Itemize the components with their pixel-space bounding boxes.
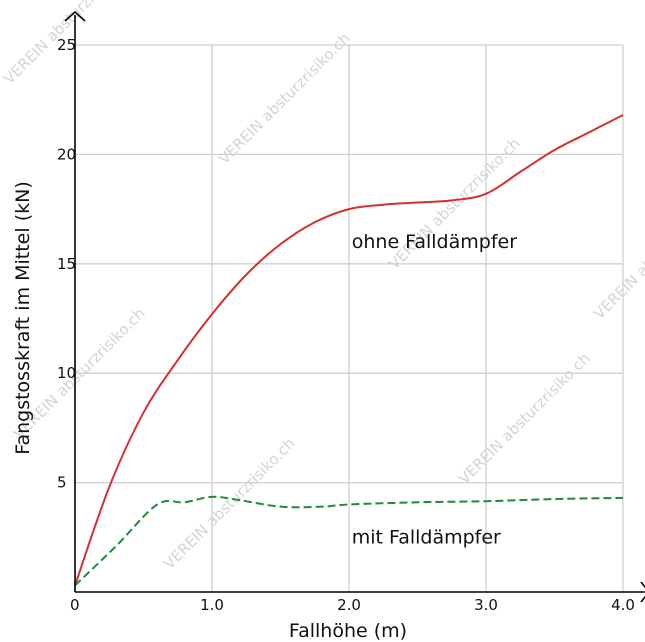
watermark-text: VEREIN absturzrisiko.ch: [590, 184, 645, 323]
watermark-text: VEREIN absturzrisiko.ch: [160, 434, 299, 573]
x-axis-title: Fallhöhe (m): [289, 620, 407, 642]
series-lines: [74, 114, 624, 587]
axes: [64, 10, 645, 603]
x-tick-label: 2.0: [337, 596, 361, 614]
series-line-1: [74, 114, 624, 586]
gridlines: [75, 44, 624, 592]
series-annotation-label: ohne Falldämpfer: [352, 231, 517, 253]
tick-labels: 0 1.0 2.0 3.0 4.0 5 10 15 20 25: [57, 36, 635, 614]
x-tick-label: 4.0: [611, 596, 635, 614]
y-tick-label: 5: [57, 474, 67, 492]
series-annotation-label: mit Falldämpfer: [352, 526, 501, 548]
x-tick-label: 1.0: [200, 596, 224, 614]
y-axis-title: Fangstosskraft im Mittel (kN): [12, 181, 34, 454]
y-axis-arrowhead: [64, 10, 86, 22]
x-axis-arrowhead: [640, 581, 645, 603]
x-tick-label: 3.0: [474, 596, 498, 614]
watermark-text: VEREIN absturzrisiko.ch: [215, 29, 354, 168]
watermark-text: VEREIN absturzrisiko.ch: [455, 349, 594, 488]
watermarks: VEREIN absturzrisiko.ch VEREIN absturzris…: [0, 0, 645, 573]
y-tick-label: 20: [57, 145, 76, 163]
series-line-2: [74, 495, 624, 587]
y-tick-label: 25: [57, 36, 76, 54]
y-tick-label: 15: [57, 255, 76, 273]
x-tick-label: 0: [70, 596, 80, 614]
annotations: ohne Falldämpfer mit Falldämpfer: [352, 231, 517, 548]
y-tick-label: 10: [57, 364, 76, 382]
